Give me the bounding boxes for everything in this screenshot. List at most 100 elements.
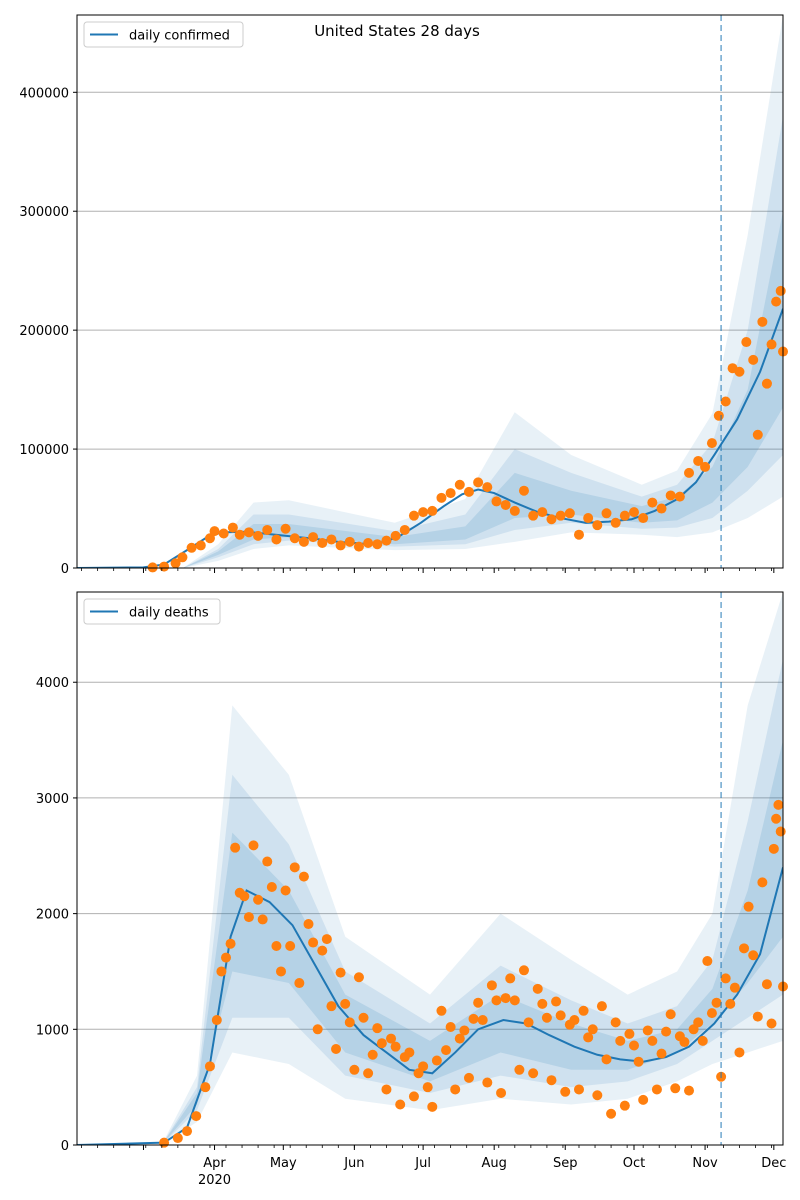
deaths-observed-point	[326, 1001, 337, 1012]
confirmed-observed-point	[775, 285, 786, 296]
confirmed-y-tick-label: 0	[61, 562, 69, 577]
confirmed-legend-label: daily confirmed	[129, 29, 230, 44]
deaths-observed-point	[353, 972, 364, 983]
deaths-legend-label: daily deaths	[129, 606, 209, 621]
deaths-observed-point	[468, 1013, 479, 1024]
confirmed-observed-point	[427, 505, 438, 516]
confirmed-observed-point	[335, 540, 346, 551]
confirmed-observed-point	[509, 505, 520, 516]
deaths-observed-point	[358, 1012, 369, 1023]
deaths-observed-point	[629, 1040, 640, 1051]
deaths-observed-point	[363, 1068, 374, 1079]
deaths-observed-point	[381, 1084, 392, 1095]
deaths-observed-point	[711, 997, 722, 1008]
confirmed-observed-point	[647, 497, 658, 508]
deaths-legend	[83, 598, 221, 625]
confirmed-observed-point	[418, 507, 429, 518]
deaths-x-tick-label: Jul	[414, 1156, 431, 1171]
deaths-observed-point	[436, 1005, 447, 1016]
confirmed-observed-point	[546, 514, 557, 525]
confirmed-observed-point	[271, 534, 282, 545]
deaths-observed-point	[404, 1047, 415, 1058]
confirmed-observed-point	[706, 438, 717, 449]
deaths-observed-point	[592, 1090, 603, 1101]
deaths-y-tick-label: 1000	[36, 1023, 69, 1038]
deaths-observed-point	[390, 1041, 401, 1052]
confirmed-observed-point	[298, 536, 309, 547]
deaths-observed-point	[651, 1084, 662, 1095]
confirmed-observed-point	[564, 508, 575, 519]
deaths-observed-point	[239, 891, 250, 902]
confirmed-axes-frame	[76, 14, 784, 569]
deaths-observed-point	[720, 973, 731, 984]
deaths-observed-point	[560, 1086, 571, 1097]
confirmed-observed-point	[381, 535, 392, 546]
deaths-observed-point	[418, 1061, 429, 1072]
confirmed-observed-point	[209, 526, 220, 537]
confirmed-observed-point	[720, 396, 731, 407]
deaths-observed-point	[509, 995, 520, 1006]
figure-title: United States 28 days	[314, 22, 480, 40]
confirmed-observed-point	[454, 479, 465, 490]
confirmed-observed-point	[177, 552, 188, 563]
confirmed-observed-point	[344, 536, 355, 547]
deaths-observed-point	[702, 956, 713, 967]
deaths-observed-point	[271, 941, 282, 952]
deaths-observed-point	[615, 1035, 626, 1046]
deaths-observed-point	[266, 882, 277, 893]
deaths-observed-point	[734, 1047, 745, 1058]
deaths-observed-point	[459, 1025, 470, 1036]
deaths-observed-point	[450, 1084, 461, 1095]
confirmed-observed-point	[766, 339, 777, 350]
deaths-y-tick-label: 0	[61, 1139, 69, 1154]
deaths-observed-point	[491, 995, 502, 1006]
deaths-observed-point	[243, 912, 254, 923]
deaths-observed-point	[257, 914, 268, 925]
deaths-observed-point	[642, 1025, 653, 1036]
confirmed-observed-point	[700, 461, 711, 472]
deaths-observed-point	[551, 996, 562, 1007]
deaths-observed-point	[331, 1043, 342, 1054]
deaths-x-tick-label: Jun	[343, 1156, 364, 1171]
deaths-observed-point	[294, 978, 305, 989]
deaths-observed-point	[159, 1137, 170, 1148]
confirmed-observed-point	[326, 534, 337, 545]
confirmed-observed-point	[399, 524, 410, 535]
deaths-observed-point	[670, 1083, 681, 1094]
deaths-observed-point	[211, 1015, 222, 1026]
deaths-observed-point	[555, 1010, 566, 1021]
deaths-observed-point	[280, 885, 291, 896]
confirmed-observed-point	[218, 528, 229, 539]
confirmed-observed-point	[601, 508, 612, 519]
deaths-observed-point	[486, 980, 497, 991]
confirmed-observed-point	[528, 510, 539, 521]
deaths-observed-point	[697, 1035, 708, 1046]
confirmed-observed-point	[317, 538, 328, 549]
deaths-observed-point	[768, 843, 779, 854]
deaths-observed-point	[578, 1005, 589, 1016]
confirmed-observed-point	[308, 532, 319, 543]
confirmed-observed-point	[491, 496, 502, 507]
deaths-observed-point	[684, 1085, 695, 1096]
confirmed-observed-point	[390, 530, 401, 541]
confirmed-observed-point	[665, 490, 676, 501]
deaths-observed-point	[743, 901, 754, 912]
confirmed-legend	[83, 21, 244, 48]
deaths-observed-point	[606, 1108, 617, 1119]
confirmed-y-tick-label: 300000	[19, 205, 69, 220]
deaths-x-tick-label: Nov	[692, 1156, 718, 1171]
confirmed-observed-point	[518, 485, 529, 496]
confirmed-observed-point	[592, 520, 603, 531]
deaths-observed-point	[610, 1017, 621, 1028]
deaths-observed-point	[729, 982, 740, 993]
confirmed-observed-point	[147, 562, 158, 573]
deaths-observed-point	[473, 997, 484, 1008]
confirmed-observed-point	[408, 510, 419, 521]
deaths-observed-point	[285, 941, 296, 952]
confirmed-observed-point	[170, 558, 181, 569]
deaths-observed-point	[298, 871, 309, 882]
confirmed-observed-point	[243, 527, 254, 538]
deaths-observed-point	[276, 966, 287, 977]
deaths-observed-point	[408, 1091, 419, 1102]
